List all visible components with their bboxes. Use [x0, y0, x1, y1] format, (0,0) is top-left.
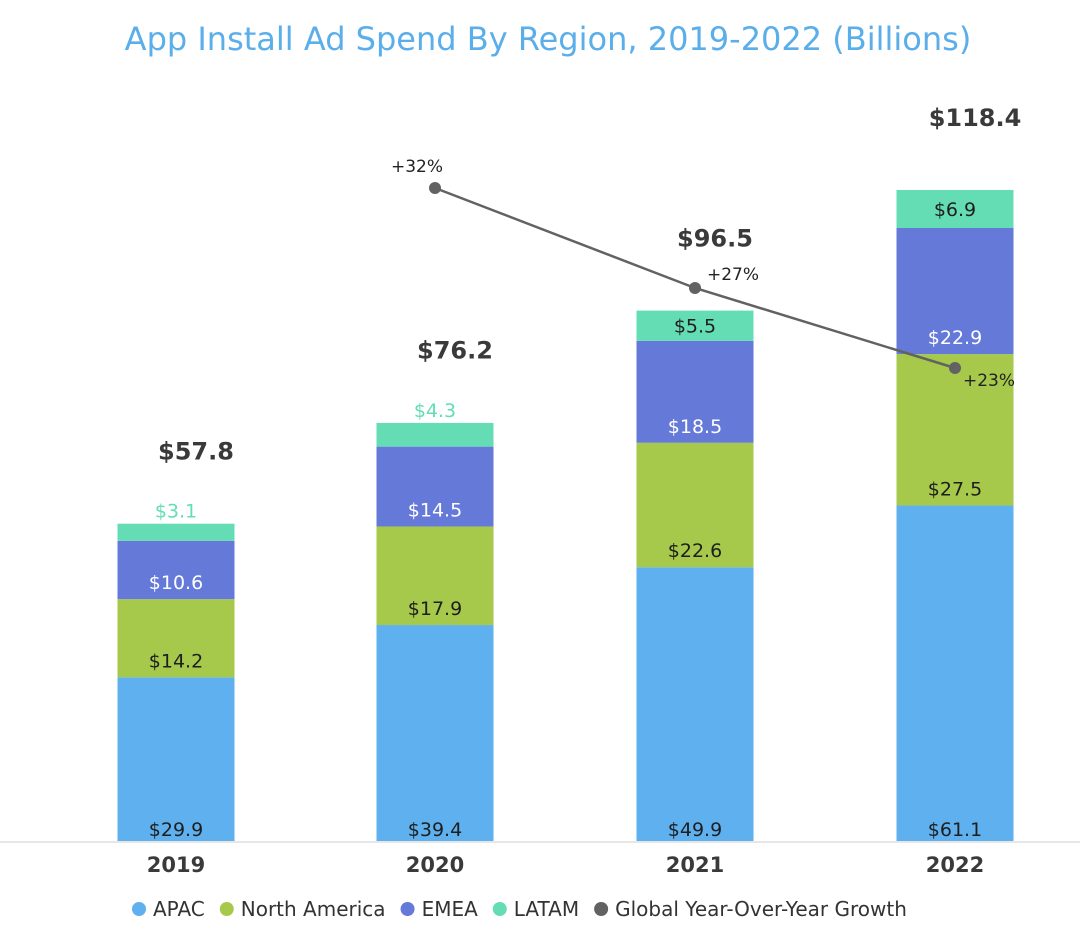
legend-item-apac[interactable]: APAC — [132, 897, 205, 921]
growth-label-2020: +32% — [391, 157, 443, 177]
chart-title: App Install Ad Spend By Region, 2019-202… — [125, 20, 972, 58]
growth-point-2021 — [689, 282, 701, 294]
growth-point-2022 — [949, 362, 961, 374]
legend-marker-icon — [594, 902, 609, 916]
bar-segment-north-america-2019 — [117, 599, 235, 678]
legend-item-north-america[interactable]: North America — [219, 897, 386, 921]
bar-label-latam-2020: $4.3 — [414, 400, 456, 422]
legend-label: Global Year-Over-Year Growth — [615, 897, 907, 921]
legend-label: LATAM — [514, 897, 579, 921]
bar-segment-apac-2021 — [636, 567, 754, 842]
total-label-2021: $96.5 — [677, 225, 753, 253]
bar-label-north-america-2020: $17.9 — [408, 598, 462, 620]
bar-label-north-america-2022: $27.5 — [928, 479, 982, 501]
bar-label-latam-2019: $3.1 — [155, 501, 197, 523]
bar-label-emea-2019: $10.6 — [149, 572, 203, 594]
bar-segment-north-america-2021 — [636, 442, 754, 568]
bar-segment-emea-2019 — [117, 540, 235, 600]
legend-item-global-year-over-year-growth[interactable]: Global Year-Over-Year Growth — [594, 897, 907, 921]
growth-label-2022: +23% — [963, 371, 1015, 391]
bar-segment-north-america-2022 — [896, 354, 1014, 506]
bar-segment-emea-2021 — [636, 340, 754, 443]
bar-label-apac-2020: $39.4 — [408, 819, 462, 841]
bar-segment-latam-2021 — [636, 310, 754, 341]
legend: APAC North America EMEA LATAM Global Year-Ov… — [132, 897, 907, 921]
bar-label-latam-2022: $6.9 — [934, 199, 976, 221]
bar-segment-emea-2020 — [376, 446, 494, 527]
total-label-2020: $76.2 — [417, 336, 493, 364]
bar-segment-apac-2020 — [376, 625, 494, 842]
bar-segment-apac-2019 — [117, 677, 235, 842]
growth-line-layer: +32% +27% +23% — [391, 157, 1015, 391]
x-tick-2022: 2022 — [926, 853, 984, 877]
bar-segment-emea-2022 — [896, 227, 1014, 355]
legend-marker-icon — [492, 902, 507, 916]
bar-segment-north-america-2020 — [376, 526, 494, 626]
bar-label-latam-2021: $5.5 — [674, 316, 716, 338]
bar-label-emea-2021: $18.5 — [668, 416, 722, 438]
bar-label-apac-2021: $49.9 — [668, 819, 722, 841]
bar-segment-latam-2022 — [896, 190, 1014, 228]
legend-marker-icon — [132, 902, 146, 916]
legend-item-latam[interactable]: LATAM — [492, 897, 579, 921]
bar-segment-apac-2022 — [896, 505, 1014, 842]
legend-item-emea[interactable]: EMEA — [400, 897, 479, 921]
legend-label: EMEA — [422, 897, 479, 921]
total-label-2022: $118.4 — [929, 104, 1022, 132]
bar-label-apac-2019: $29.9 — [149, 819, 203, 841]
total-label-2019: $57.8 — [158, 438, 234, 466]
bar-label-apac-2022: $61.1 — [928, 819, 982, 841]
x-tick-2021: 2021 — [666, 853, 724, 877]
legend-label: APAC — [153, 897, 205, 921]
bar-label-emea-2022: $22.9 — [928, 327, 982, 349]
bar-segment-latam-2020 — [376, 422, 494, 447]
legend-marker-icon — [219, 902, 234, 916]
x-tick-2020: 2020 — [406, 853, 464, 877]
total-labels: $57.8 $76.2 $96.5 $118.4 — [158, 104, 1021, 466]
bar-label-emea-2020: $14.5 — [408, 499, 462, 521]
growth-point-2020 — [429, 182, 441, 194]
bars-layer: $29.9 $14.2 $10.6 $3.1 $39.4 $17.9 $14.5 $4.3 $4… — [117, 190, 1014, 842]
growth-label-2021: +27% — [707, 265, 759, 285]
bar-label-north-america-2021: $22.6 — [668, 540, 722, 562]
x-tick-2019: 2019 — [147, 853, 205, 877]
bar-segment-latam-2019 — [117, 523, 235, 541]
legend-label: North America — [241, 897, 386, 921]
legend-marker-icon — [400, 902, 415, 916]
bar-label-north-america-2019: $14.2 — [149, 650, 203, 672]
x-axis-ticks: 2019 2020 2021 2022 — [147, 853, 984, 877]
